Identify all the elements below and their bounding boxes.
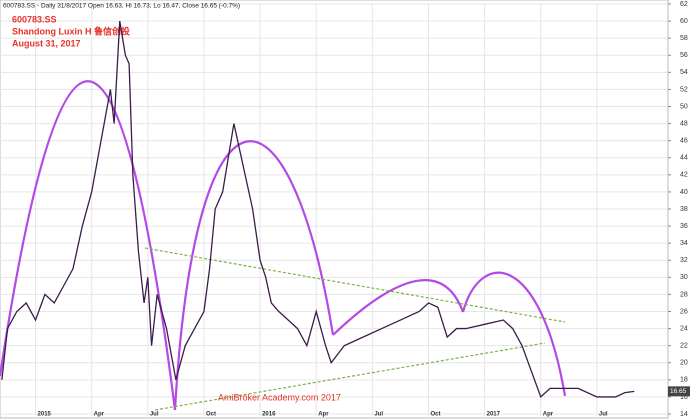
annotations xyxy=(0,80,567,411)
watermark: AmiBroker Academy.com 2017 xyxy=(218,392,341,402)
y-tick-label: 46 xyxy=(680,138,688,145)
grid xyxy=(0,3,668,418)
x-tick-label: Apr xyxy=(318,412,329,418)
y-tick-label: 16 xyxy=(680,394,688,401)
y-tick-label: 18 xyxy=(680,377,688,384)
x-tick-label: Oct xyxy=(430,412,440,418)
x-tick-label: Apr xyxy=(543,412,554,418)
last-price-box xyxy=(668,386,690,397)
trend-line xyxy=(154,342,546,411)
y-tick-label: 26 xyxy=(680,308,688,315)
x-tick-label: Jul xyxy=(150,412,159,418)
y-tick-label: 58 xyxy=(680,35,688,42)
y-tick-label: 42 xyxy=(680,172,688,179)
x-tick-label: 2016 xyxy=(262,412,276,418)
price-line xyxy=(1,20,635,399)
y-tick-label: 62 xyxy=(680,1,688,8)
x-tick-label: Jul xyxy=(374,412,383,418)
y-tick-label: 52 xyxy=(680,86,688,93)
y-tick-label: 38 xyxy=(680,206,688,213)
trend-line xyxy=(144,247,566,323)
x-tick-label: 2015 xyxy=(38,412,52,418)
x-tick-label: Apr xyxy=(94,412,105,418)
x-tick-label: Oct xyxy=(206,412,216,418)
x-tick-label: Jul xyxy=(599,412,608,418)
arc xyxy=(332,279,465,336)
subtitle: Shandong Luxin H 鲁信创投 xyxy=(12,25,130,36)
y-tick-label: 30 xyxy=(680,274,688,281)
y-tick-label: 40 xyxy=(680,189,688,196)
y-tick-label: 28 xyxy=(680,291,688,298)
y-tick-label: 50 xyxy=(680,103,688,110)
y-tick-label: 54 xyxy=(680,69,688,76)
arc xyxy=(173,140,335,411)
date-label: August 31, 2017 xyxy=(12,38,81,48)
x-tick-label: 2017 xyxy=(487,412,501,418)
y-tick-label: 44 xyxy=(680,155,688,162)
y-tick-label: 32 xyxy=(680,257,688,264)
chart-title: 600783.SS xyxy=(12,14,57,24)
y-tick-label: 24 xyxy=(680,325,688,332)
y-tick-label: 48 xyxy=(680,120,688,127)
y-tick-label: 22 xyxy=(680,343,688,350)
last-price-label: 16.65 xyxy=(670,388,687,395)
header: 600783.SS - Daily 31/8/2017 Open 16.63, … xyxy=(3,3,240,10)
arc xyxy=(461,271,567,397)
y-tick-label: 20 xyxy=(680,360,688,367)
y-tick-label: 36 xyxy=(680,223,688,230)
y-tick-label: 34 xyxy=(680,240,688,247)
y-tick-label: 14 xyxy=(680,411,688,418)
y-tick-label: 56 xyxy=(680,52,688,59)
y-tick-label: 60 xyxy=(680,18,688,25)
